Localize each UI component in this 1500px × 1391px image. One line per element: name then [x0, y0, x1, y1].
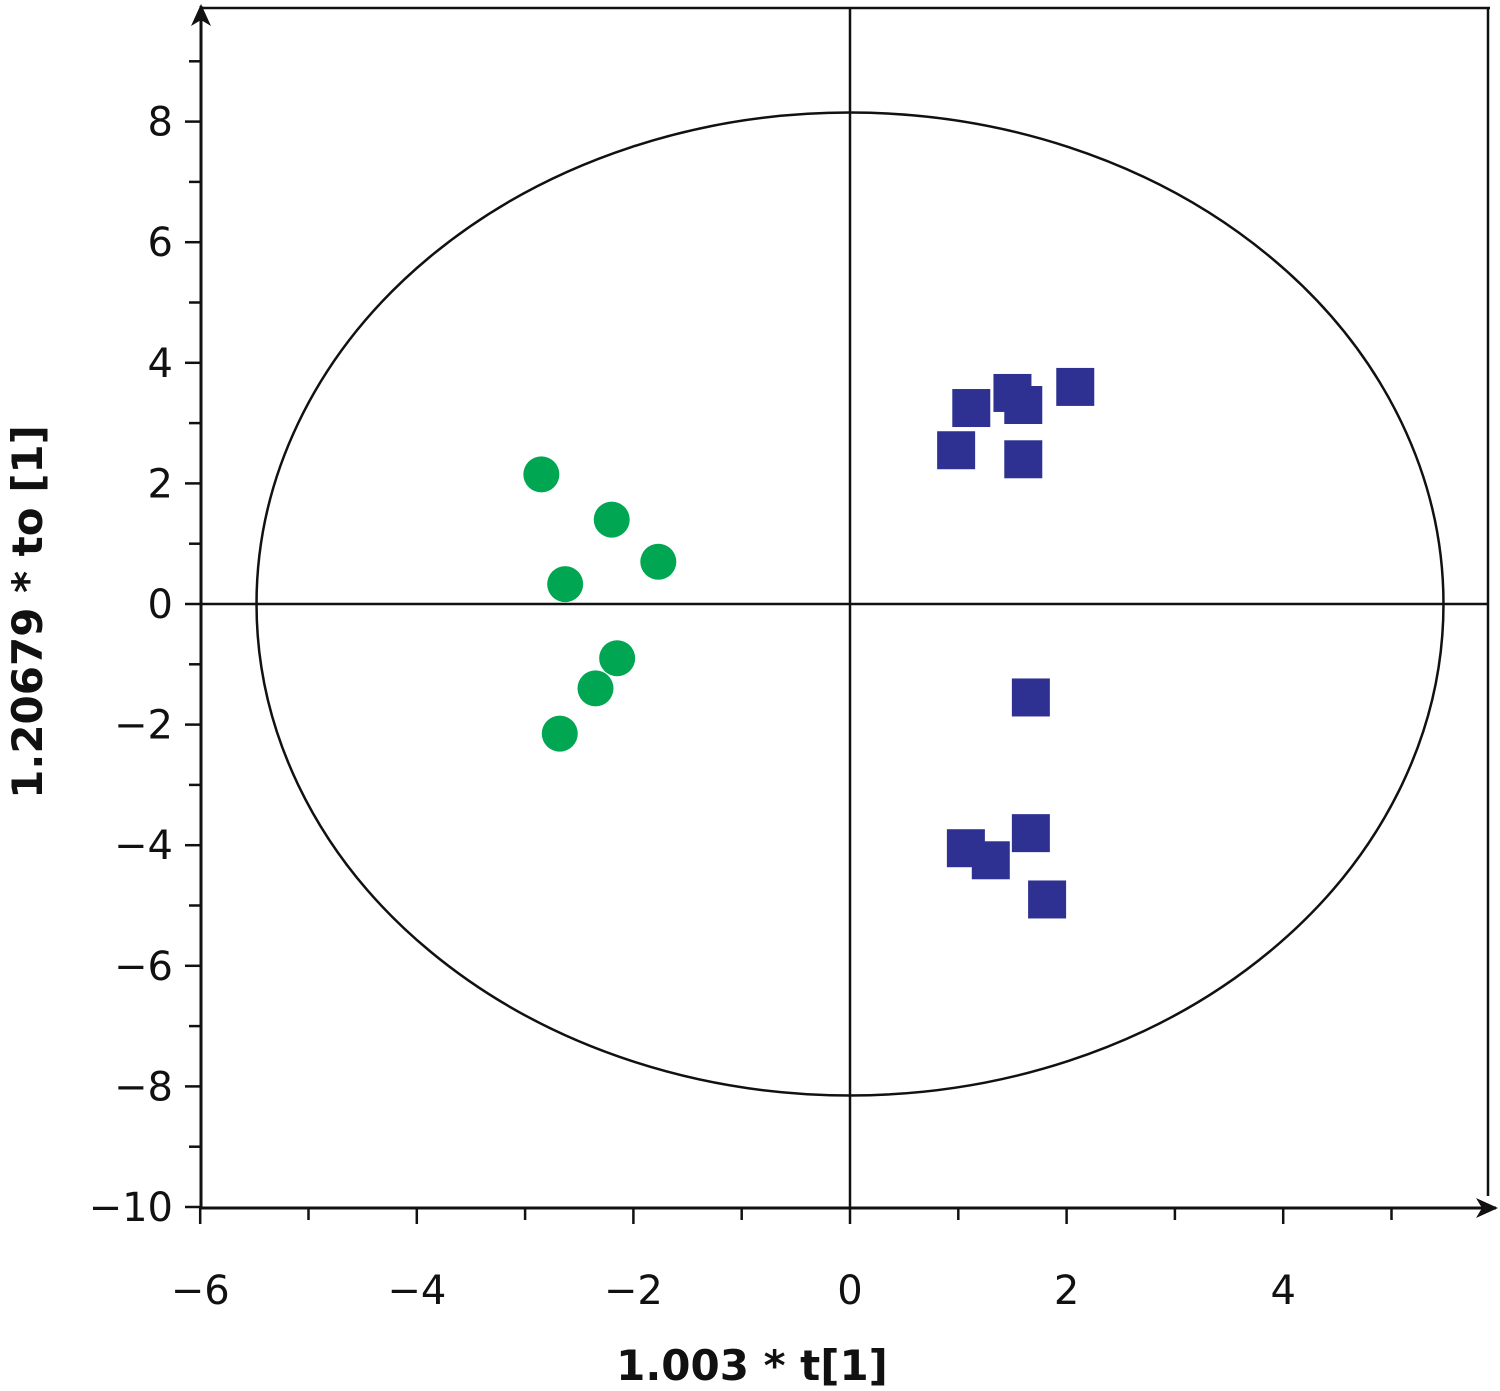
y-axis-title: 1.20679 * to [1] [3, 425, 52, 799]
x-tick-label: −4 [387, 1268, 446, 1314]
confidence-ellipse [255, 111, 1445, 1097]
square-point [1004, 386, 1043, 425]
square-point [971, 841, 1010, 880]
y-tick-label: 0 [148, 582, 173, 628]
y-tick-label: 6 [148, 220, 173, 266]
axes [191, 4, 1498, 1218]
data-points [523, 367, 1095, 919]
x-axis-title: 1.003 * t[1] [616, 1341, 888, 1390]
x-tick-label: 4 [1270, 1268, 1295, 1314]
y-tick-label: 8 [148, 100, 173, 146]
circle-point [541, 715, 578, 752]
circle-point [593, 501, 630, 538]
square-point [1011, 814, 1050, 853]
x-tick-label: 2 [1054, 1268, 1079, 1314]
y-tick-label: 4 [148, 341, 173, 387]
square-point [937, 431, 976, 470]
square-point [1011, 678, 1050, 717]
y-tick-label: −10 [89, 1185, 173, 1231]
circle-point [599, 640, 636, 677]
square-point [1004, 440, 1043, 479]
circle-point [523, 456, 560, 493]
y-tick-label: 2 [148, 461, 173, 507]
x-tick-label: −6 [171, 1268, 230, 1314]
y-tick-label: −4 [114, 823, 173, 869]
y-tick-label: −6 [114, 944, 173, 990]
x-tick-label: −2 [604, 1268, 663, 1314]
square-point [1028, 880, 1067, 919]
square-point [952, 389, 991, 428]
x-tick-label: 0 [837, 1268, 862, 1314]
circle-point [640, 543, 677, 580]
circle-point [547, 566, 584, 603]
square-point [1056, 367, 1095, 406]
y-tick-label: −2 [114, 703, 173, 749]
y-tick-label: −8 [114, 1064, 173, 1110]
ticks: −10 −8 −6 −4 −2 0 2 4 6 8 −6 −4 −2 0 2 4 [89, 60, 1393, 1314]
circle-point [577, 670, 614, 707]
